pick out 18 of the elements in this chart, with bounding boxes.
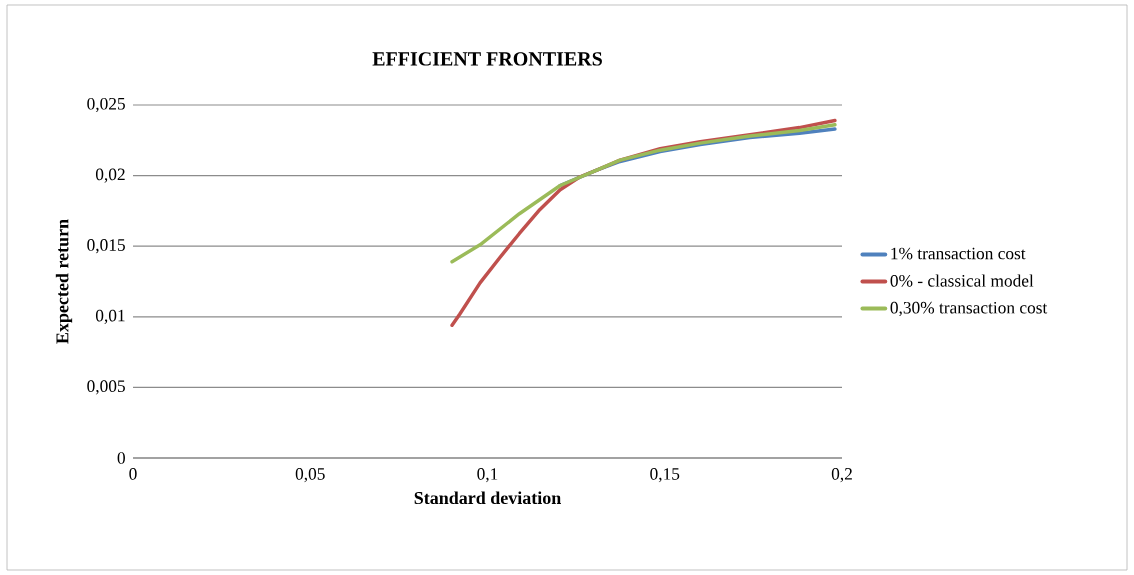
x-tick-label: 0,1 bbox=[477, 468, 498, 483]
y-tick-label: 0,01 bbox=[95, 309, 125, 324]
legend-label: 0,30% transaction cost bbox=[890, 301, 1048, 317]
y-tick-label: 0 bbox=[117, 452, 125, 464]
y-axis-title: Expected return bbox=[55, 219, 73, 344]
x-tick-label: 0 bbox=[129, 468, 137, 480]
x-tick-label: 0,15 bbox=[650, 468, 680, 483]
legend-label: 1% transaction cost bbox=[891, 247, 1026, 260]
y-tick-label: 0,015 bbox=[87, 239, 125, 254]
legend-label: 0% - classical model bbox=[890, 274, 1034, 287]
x-tick-label: 0,05 bbox=[295, 468, 325, 483]
x-tick-label: 0,2 bbox=[831, 468, 852, 483]
line-series bbox=[450, 123, 837, 264]
y-tick-label: 0,02 bbox=[95, 168, 125, 183]
chart-title: EFFICIENT FRONTIERS bbox=[372, 52, 602, 66]
y-tick-label: 0,025 bbox=[87, 97, 125, 113]
x-axis-title: Standard deviation bbox=[414, 491, 561, 505]
y-tick-label: 0,005 bbox=[87, 380, 125, 395]
